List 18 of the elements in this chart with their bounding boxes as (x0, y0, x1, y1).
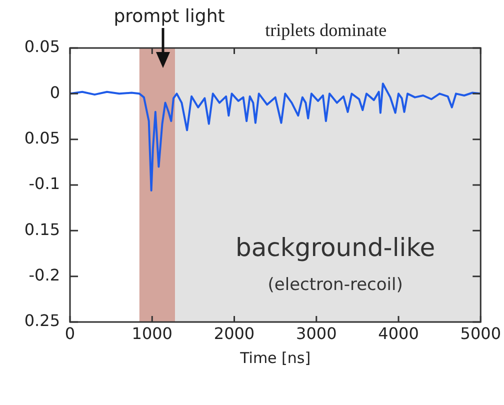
x-tick-label: 0 (64, 324, 76, 343)
y-tick-label: -0.2 (28, 265, 60, 284)
y-tick-label: 0.05 (24, 128, 60, 148)
y-tick-label: 0.15 (24, 220, 60, 239)
x-axis-title: Time [ns] (239, 348, 311, 367)
annotation: background-like (235, 233, 436, 262)
y-tick-label: 0 (50, 82, 60, 102)
annotation: (electron-recoil) (268, 275, 403, 295)
y-tick-label: 0.25 (24, 311, 60, 330)
x-tick-label: 2000 (214, 324, 255, 343)
band-label: triplets dominate (265, 20, 387, 40)
x-tick-label: 3000 (296, 324, 337, 343)
band-label: prompt light (114, 6, 225, 27)
y-tick-label: 0.05 (24, 37, 60, 56)
x-tick-label: 5000 (460, 324, 501, 343)
x-tick-label: 1000 (132, 324, 172, 343)
y-tick-label: -0.1 (28, 174, 60, 194)
x-tick-label: 4000 (378, 324, 419, 343)
